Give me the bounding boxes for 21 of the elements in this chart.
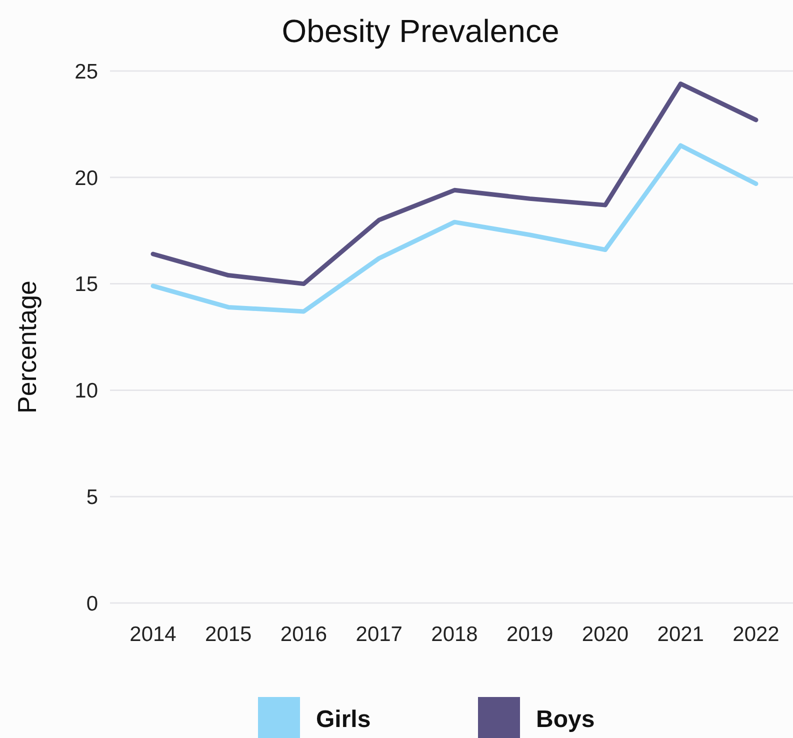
x-tick-label: 2017 <box>356 623 402 646</box>
y-tick-label: 10 <box>74 380 98 403</box>
x-tick-label: 2022 <box>732 623 780 646</box>
y-tick-label: 25 <box>74 60 98 84</box>
y-tick-label: 0 <box>86 592 98 616</box>
line-series <box>150 143 758 314</box>
legend-label: Boys <box>536 706 595 733</box>
x-tick-label: 2018 <box>431 623 478 646</box>
chart-title: Obesity Prevalence <box>282 13 560 49</box>
x-tick-label: 2019 <box>506 623 554 646</box>
x-tick-label: 2015 <box>205 623 252 646</box>
line-series <box>150 82 758 286</box>
x-tick-label: 2016 <box>280 623 328 646</box>
x-tick-label: 2020 <box>582 623 629 646</box>
x-tick-label: 2021 <box>657 623 704 646</box>
y-axis-title: Percentage <box>12 280 42 414</box>
y-tick-label: 5 <box>86 486 98 509</box>
legend-label: Girls <box>316 706 371 733</box>
y-tick-label: 20 <box>74 166 98 190</box>
x-tick-label: 2014 <box>130 623 177 646</box>
y-tick-label: 15 <box>74 273 98 296</box>
